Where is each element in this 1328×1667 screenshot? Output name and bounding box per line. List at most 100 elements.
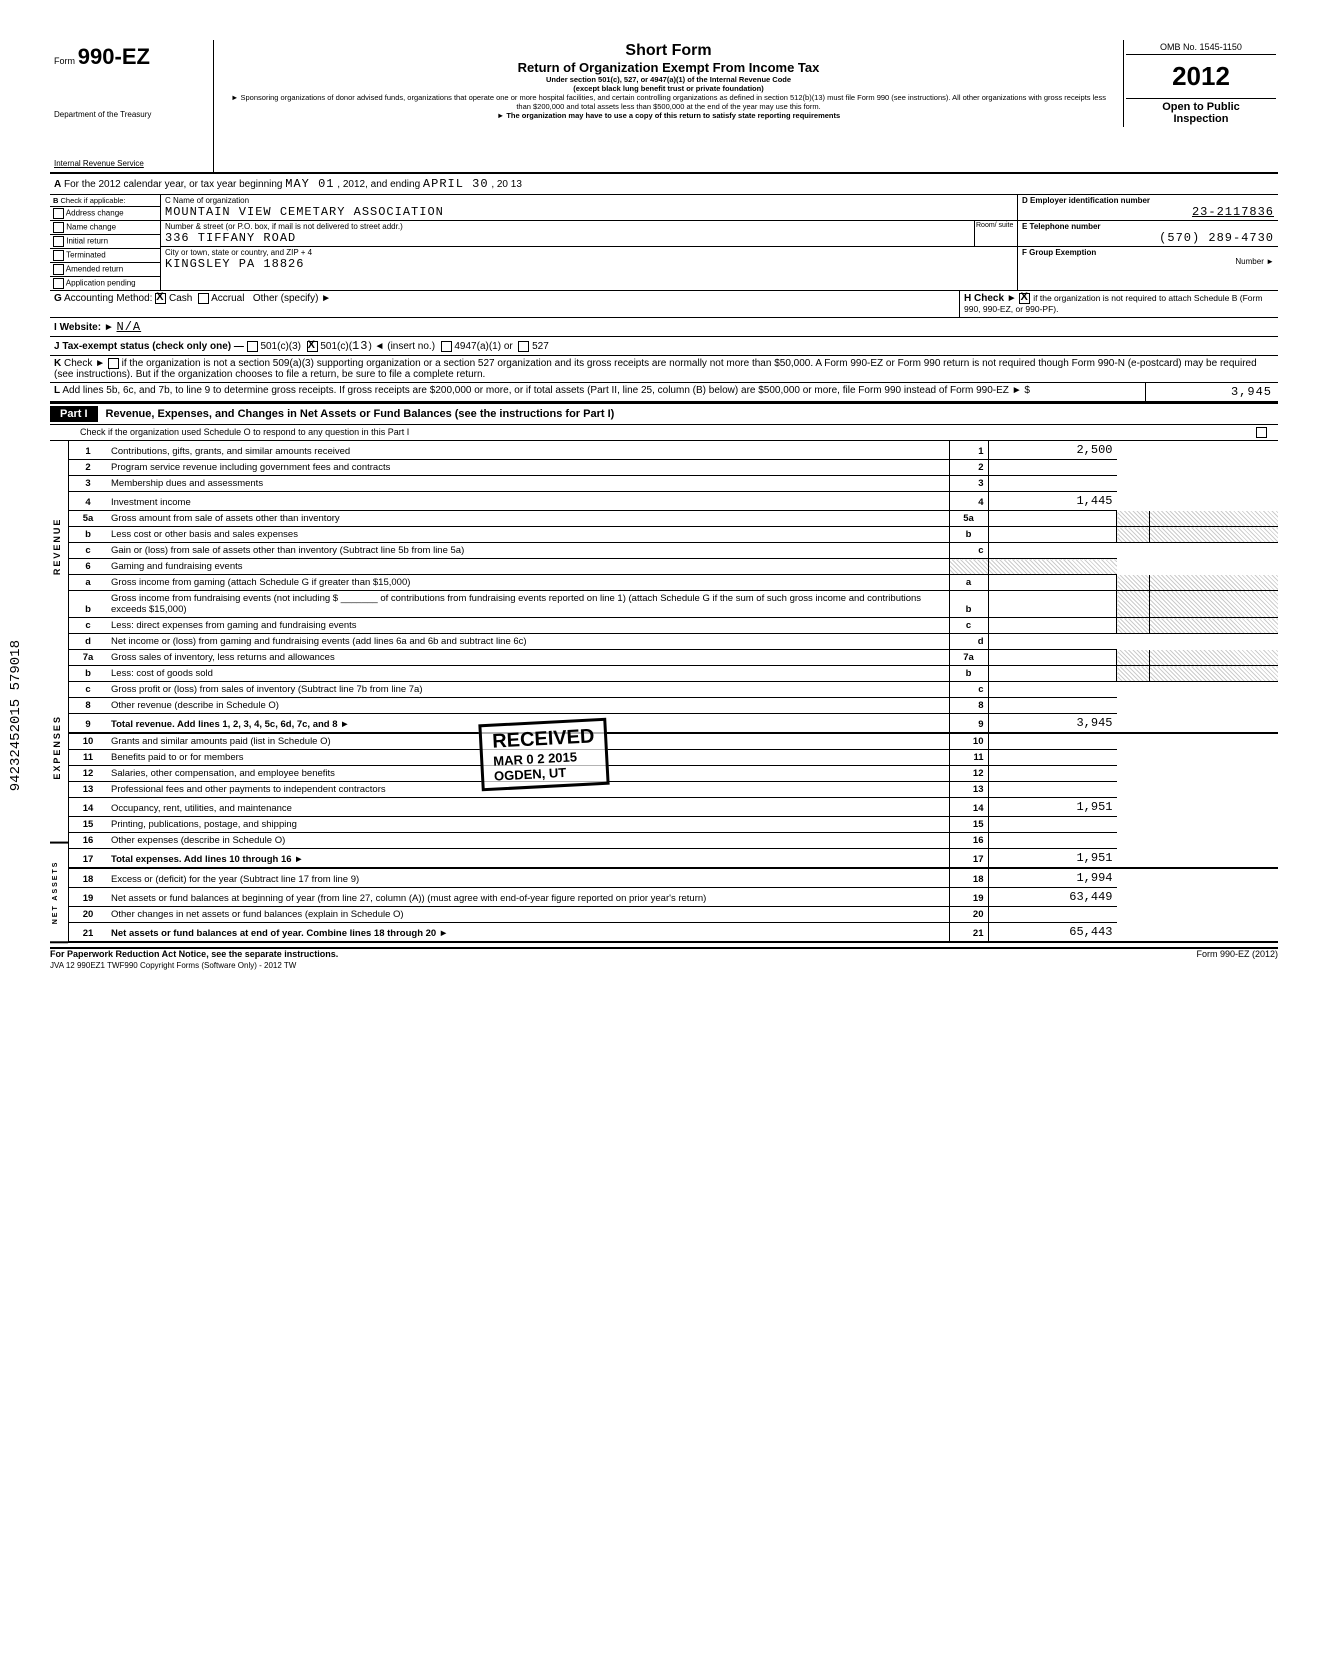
shaded-cell: [1117, 511, 1150, 527]
omb-box: OMB No. 1545-1150 2012 Open to Public In…: [1123, 40, 1278, 127]
line-text: Other changes in net assets or fund bala…: [107, 907, 949, 923]
line-amount: [988, 634, 1117, 650]
j-501c-num: 13: [352, 339, 368, 353]
line-text: Total expenses. Add lines 10 through 16 …: [107, 849, 949, 869]
j-501c3: 501(c)(3): [260, 341, 301, 352]
line-num-right: 14: [949, 798, 988, 817]
line-text: Gaming and fundraising events: [107, 559, 949, 575]
line-num: b: [69, 527, 107, 543]
line-text: Gross sales of inventory, less returns a…: [107, 650, 949, 666]
line-num-right: 13: [949, 782, 988, 798]
h-checkbox[interactable]: [1019, 293, 1030, 304]
line-text: Less: direct expenses from gaming and fu…: [107, 618, 949, 634]
line-num-right: 1: [949, 441, 988, 460]
line-num-right: c: [949, 543, 988, 559]
footer-jva: JVA 12 990EZ1 TWF990 Copyright Forms (So…: [50, 961, 1278, 970]
part1-title: Revenue, Expenses, and Changes in Net As…: [106, 408, 615, 420]
shaded-cell: [1150, 511, 1279, 527]
subline-num: b: [949, 591, 988, 618]
b-checkbox[interactable]: [53, 250, 64, 261]
line-amount: [988, 733, 1117, 750]
subline-amount: [988, 527, 1117, 543]
j-4947-checkbox[interactable]: [441, 341, 452, 352]
line-amount: 1,951: [988, 849, 1117, 869]
line-a-mid: , 2012, and ending: [337, 179, 420, 190]
line-amount: 3,945: [988, 714, 1117, 734]
title-copy: ► The organization may have to use a cop…: [228, 111, 1109, 120]
j-501c-checkbox[interactable]: [307, 341, 318, 352]
line-amount: [988, 782, 1117, 798]
part1-checkbox[interactable]: [1256, 427, 1267, 438]
i-label: Website: ►: [60, 322, 114, 333]
line-num: b: [69, 591, 107, 618]
line-a-year: , 20 13: [491, 179, 522, 190]
line-text: Gain or (loss) from sale of assets other…: [107, 543, 949, 559]
line-amount: [988, 682, 1117, 698]
line-num-right: 8: [949, 698, 988, 714]
subline-amount: [988, 511, 1117, 527]
title-box: Short Form Return of Organization Exempt…: [222, 40, 1115, 122]
subline-num: b: [949, 527, 988, 543]
line-amount: 1,445: [988, 492, 1117, 511]
l-arrow: ► $: [1012, 385, 1030, 396]
shaded-cell: [1117, 591, 1150, 618]
b-item: Initial return: [50, 234, 160, 248]
l-value: 3,945: [1145, 383, 1278, 401]
section-c: C Name of organization MOUNTAIN VIEW CEM…: [161, 195, 1017, 290]
line-amount: [988, 750, 1117, 766]
g-accrual: Accrual: [211, 293, 244, 304]
line-num-right: d: [949, 634, 988, 650]
title-under: Under section 501(c), 527, or 4947(a)(1)…: [228, 75, 1109, 84]
line-num: d: [69, 634, 107, 650]
addr-label: Number & street (or P.O. box, if mail is…: [165, 222, 970, 231]
j-insert: ) ◄ (insert no.): [368, 341, 435, 352]
j-527-checkbox[interactable]: [518, 341, 529, 352]
accrual-checkbox[interactable]: [198, 293, 209, 304]
b-checkbox[interactable]: [53, 264, 64, 275]
line-amount: [988, 817, 1117, 833]
j-527: 527: [532, 341, 549, 352]
subline-amount: [988, 666, 1117, 682]
shaded-cell: [1150, 575, 1279, 591]
org-address: 336 TIFFANY ROAD: [165, 231, 970, 245]
subline-num: 7a: [949, 650, 988, 666]
shaded-cell: [1150, 527, 1279, 543]
shaded-cell: [1150, 591, 1279, 618]
line-text: Contributions, gifts, grants, and simila…: [107, 441, 949, 460]
line-amount: [988, 476, 1117, 492]
b-checkbox[interactable]: [53, 222, 64, 233]
line-num-right: 16: [949, 833, 988, 849]
b-checkbox[interactable]: [53, 208, 64, 219]
d-label: D Employer identification number: [1022, 196, 1274, 205]
j-501c3-checkbox[interactable]: [247, 341, 258, 352]
lines-table: 1Contributions, gifts, grants, and simil…: [69, 441, 1278, 943]
title-sub: Return of Organization Exempt From Incom…: [228, 60, 1109, 75]
b-item: Address change: [50, 206, 160, 220]
subline-amount: [988, 575, 1117, 591]
open-public: Open to Public: [1126, 98, 1276, 113]
k-label: Check ►: [64, 358, 105, 369]
shaded-cell: [988, 559, 1117, 575]
line-amount: [988, 698, 1117, 714]
line-k: K Check ► if the organization is not a s…: [50, 356, 1278, 383]
line-num-right: 9: [949, 714, 988, 734]
line-amount: [988, 833, 1117, 849]
g-cash: Cash: [169, 293, 192, 304]
line-text: Other expenses (describe in Schedule O): [107, 833, 949, 849]
j-4947: 4947(a)(1) or: [454, 341, 512, 352]
line-num: 18: [69, 868, 107, 888]
k-checkbox[interactable]: [108, 358, 119, 369]
shaded-cell: [1150, 650, 1279, 666]
b-checkbox[interactable]: [53, 278, 64, 289]
line-num-right: 15: [949, 817, 988, 833]
footer-right: Form 990-EZ (2012): [1196, 949, 1278, 959]
cash-checkbox[interactable]: [155, 293, 166, 304]
g-other: Other (specify) ►: [253, 293, 331, 304]
b-checkbox[interactable]: [53, 236, 64, 247]
shaded-cell: [949, 559, 988, 575]
line-amount: 2,500: [988, 441, 1117, 460]
tax-end: APRIL 30: [423, 177, 489, 191]
part1-check-row: Check if the organization used Schedule …: [50, 425, 1278, 441]
subline-num: 5a: [949, 511, 988, 527]
line-num: 14: [69, 798, 107, 817]
